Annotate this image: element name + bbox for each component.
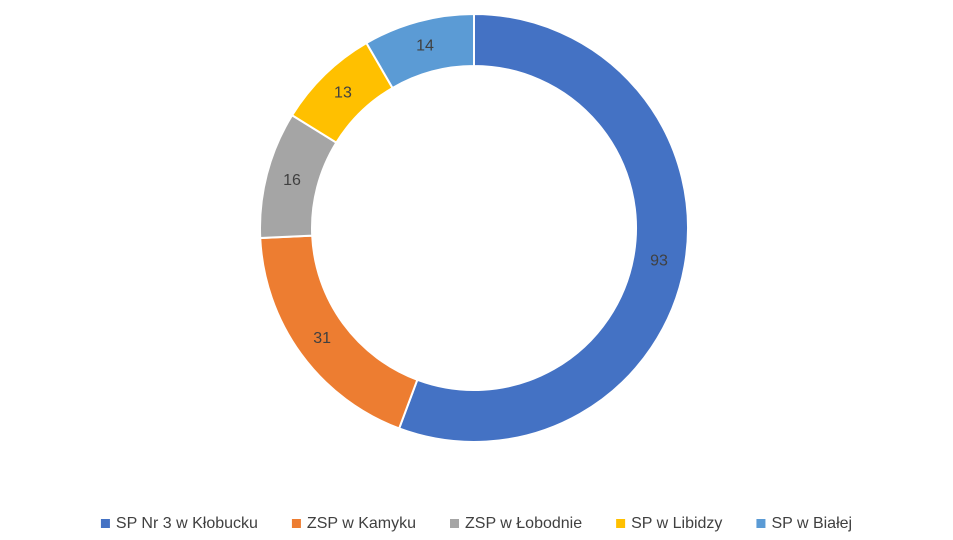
- legend-marker: [616, 519, 626, 528]
- data-label: 93: [650, 253, 668, 270]
- legend-label: SP w Libidzy: [631, 515, 722, 532]
- legend-label: SP w Białej: [771, 515, 852, 532]
- legend-label: ZSP w Łobodnie: [465, 515, 582, 532]
- donut-slice: [397, 12, 689, 443]
- legend-label: SP Nr 3 w Kłobucku: [116, 515, 258, 532]
- legend-label: ZSP w Kamyku: [307, 515, 416, 532]
- donut-slice: [365, 12, 475, 90]
- legend-marker: [100, 519, 110, 528]
- data-label: 13: [334, 84, 352, 101]
- legend-marker: [450, 519, 459, 528]
- legend-marker: [756, 519, 766, 528]
- data-label: 31: [313, 330, 331, 347]
- legend-marker: [291, 519, 301, 528]
- data-label: 16: [283, 172, 301, 189]
- donut-slice: [259, 234, 419, 430]
- data-label: 14: [416, 38, 434, 55]
